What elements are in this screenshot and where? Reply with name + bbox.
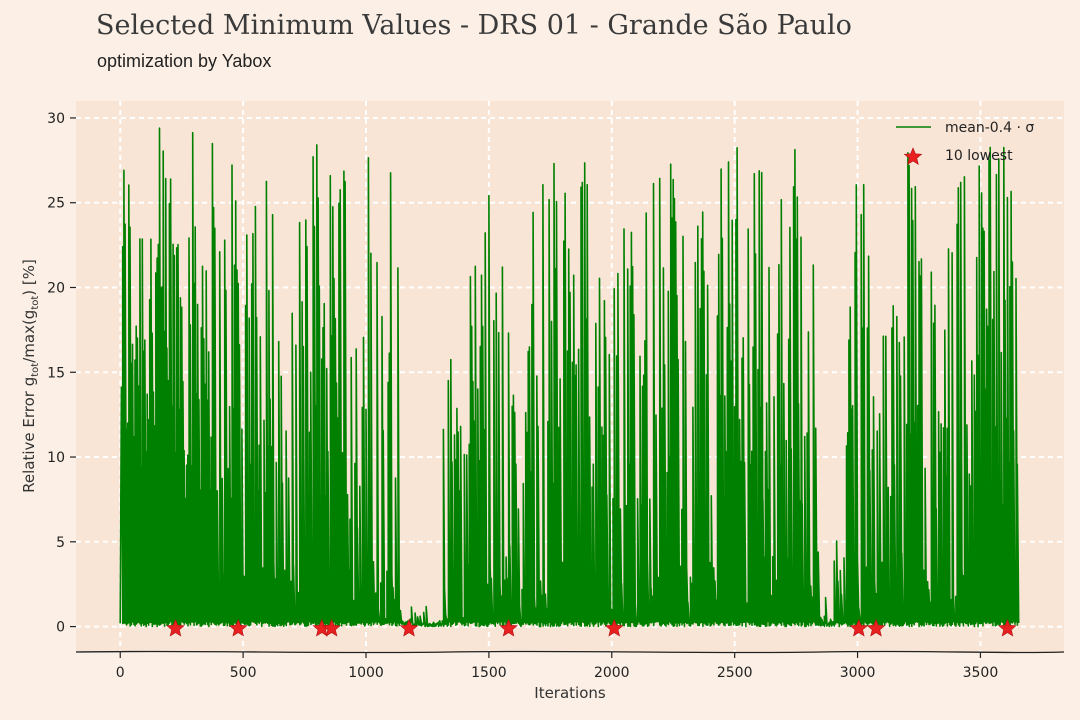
lowest-point-marker: [322, 618, 341, 637]
y-tick-label: 25: [47, 196, 65, 212]
x-tick-label: 3000: [840, 665, 876, 681]
legend-label-lowest: 10 lowest: [945, 148, 1013, 164]
lowest-point-marker: [166, 618, 185, 637]
series-path: [119, 127, 1020, 628]
legend: mean-0.4 · σ 10 lowest: [896, 120, 1034, 165]
x-tick-label: 1500: [471, 665, 507, 681]
legend-star-icon: [903, 147, 923, 165]
x-tick-label: 3500: [963, 665, 999, 681]
lowest-markers: [166, 618, 1017, 637]
x-axis: 0 500 1000 1500 2000 2500 3000 3500: [116, 652, 998, 681]
y-axis: 0 5 10 15 20 25 30: [47, 111, 76, 636]
lowest-point-marker: [499, 618, 518, 637]
y-tick-label: 20: [47, 280, 65, 296]
lowest-point-marker: [849, 618, 869, 637]
y-tick-label: 0: [56, 620, 65, 636]
y-axis-title: Relative Error gtot/max(gtot) [%]: [20, 259, 41, 493]
x-tick-label: 2500: [717, 665, 753, 681]
x-axis-line: [75, 650, 1065, 654]
y-tick-label: 5: [56, 535, 65, 551]
x-tick-label: 500: [230, 665, 257, 681]
series-line: [119, 127, 1020, 628]
y-tick-label: 10: [47, 450, 65, 466]
lowest-point-marker: [604, 618, 624, 637]
x-tick-label: 0: [116, 665, 125, 681]
lowest-point-marker: [399, 618, 419, 637]
legend-label-mean: mean-0.4 · σ: [945, 120, 1034, 136]
lowest-point-marker: [998, 618, 1017, 637]
lowest-point-marker: [866, 618, 886, 637]
x-tick-label: 1000: [348, 665, 384, 681]
x-axis-title: Iterations: [534, 684, 606, 702]
x-tick-label: 2000: [594, 665, 630, 681]
chart-subtitle: optimization by Yabox: [97, 51, 272, 71]
chart-title: Selected Minimum Values - DRS 01 - Grand…: [96, 10, 852, 41]
y-tick-label: 30: [47, 111, 65, 127]
y-tick-label: 15: [47, 365, 65, 381]
lowest-point-marker: [228, 618, 248, 637]
